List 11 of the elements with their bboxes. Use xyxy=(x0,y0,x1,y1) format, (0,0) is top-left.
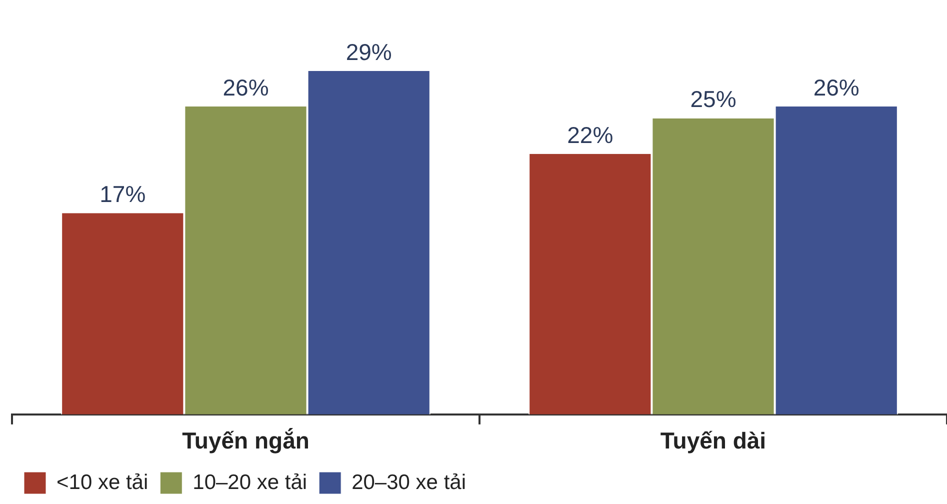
data-label: 26% xyxy=(222,74,269,100)
data-label: 29% xyxy=(346,38,392,65)
legend-label: <10 xe tải xyxy=(56,470,148,494)
x-tick-label: Tuyến dài xyxy=(660,428,766,454)
legend-label: 20–30 xe tải xyxy=(352,470,466,494)
x-tick-label: Tuyến ngắn xyxy=(182,428,310,454)
data-label: 25% xyxy=(690,86,736,112)
data-label: 26% xyxy=(813,74,860,100)
legend-label: 10–20 xe tải xyxy=(192,470,308,494)
data-label: 22% xyxy=(567,122,614,148)
data-label: 17% xyxy=(100,180,146,207)
